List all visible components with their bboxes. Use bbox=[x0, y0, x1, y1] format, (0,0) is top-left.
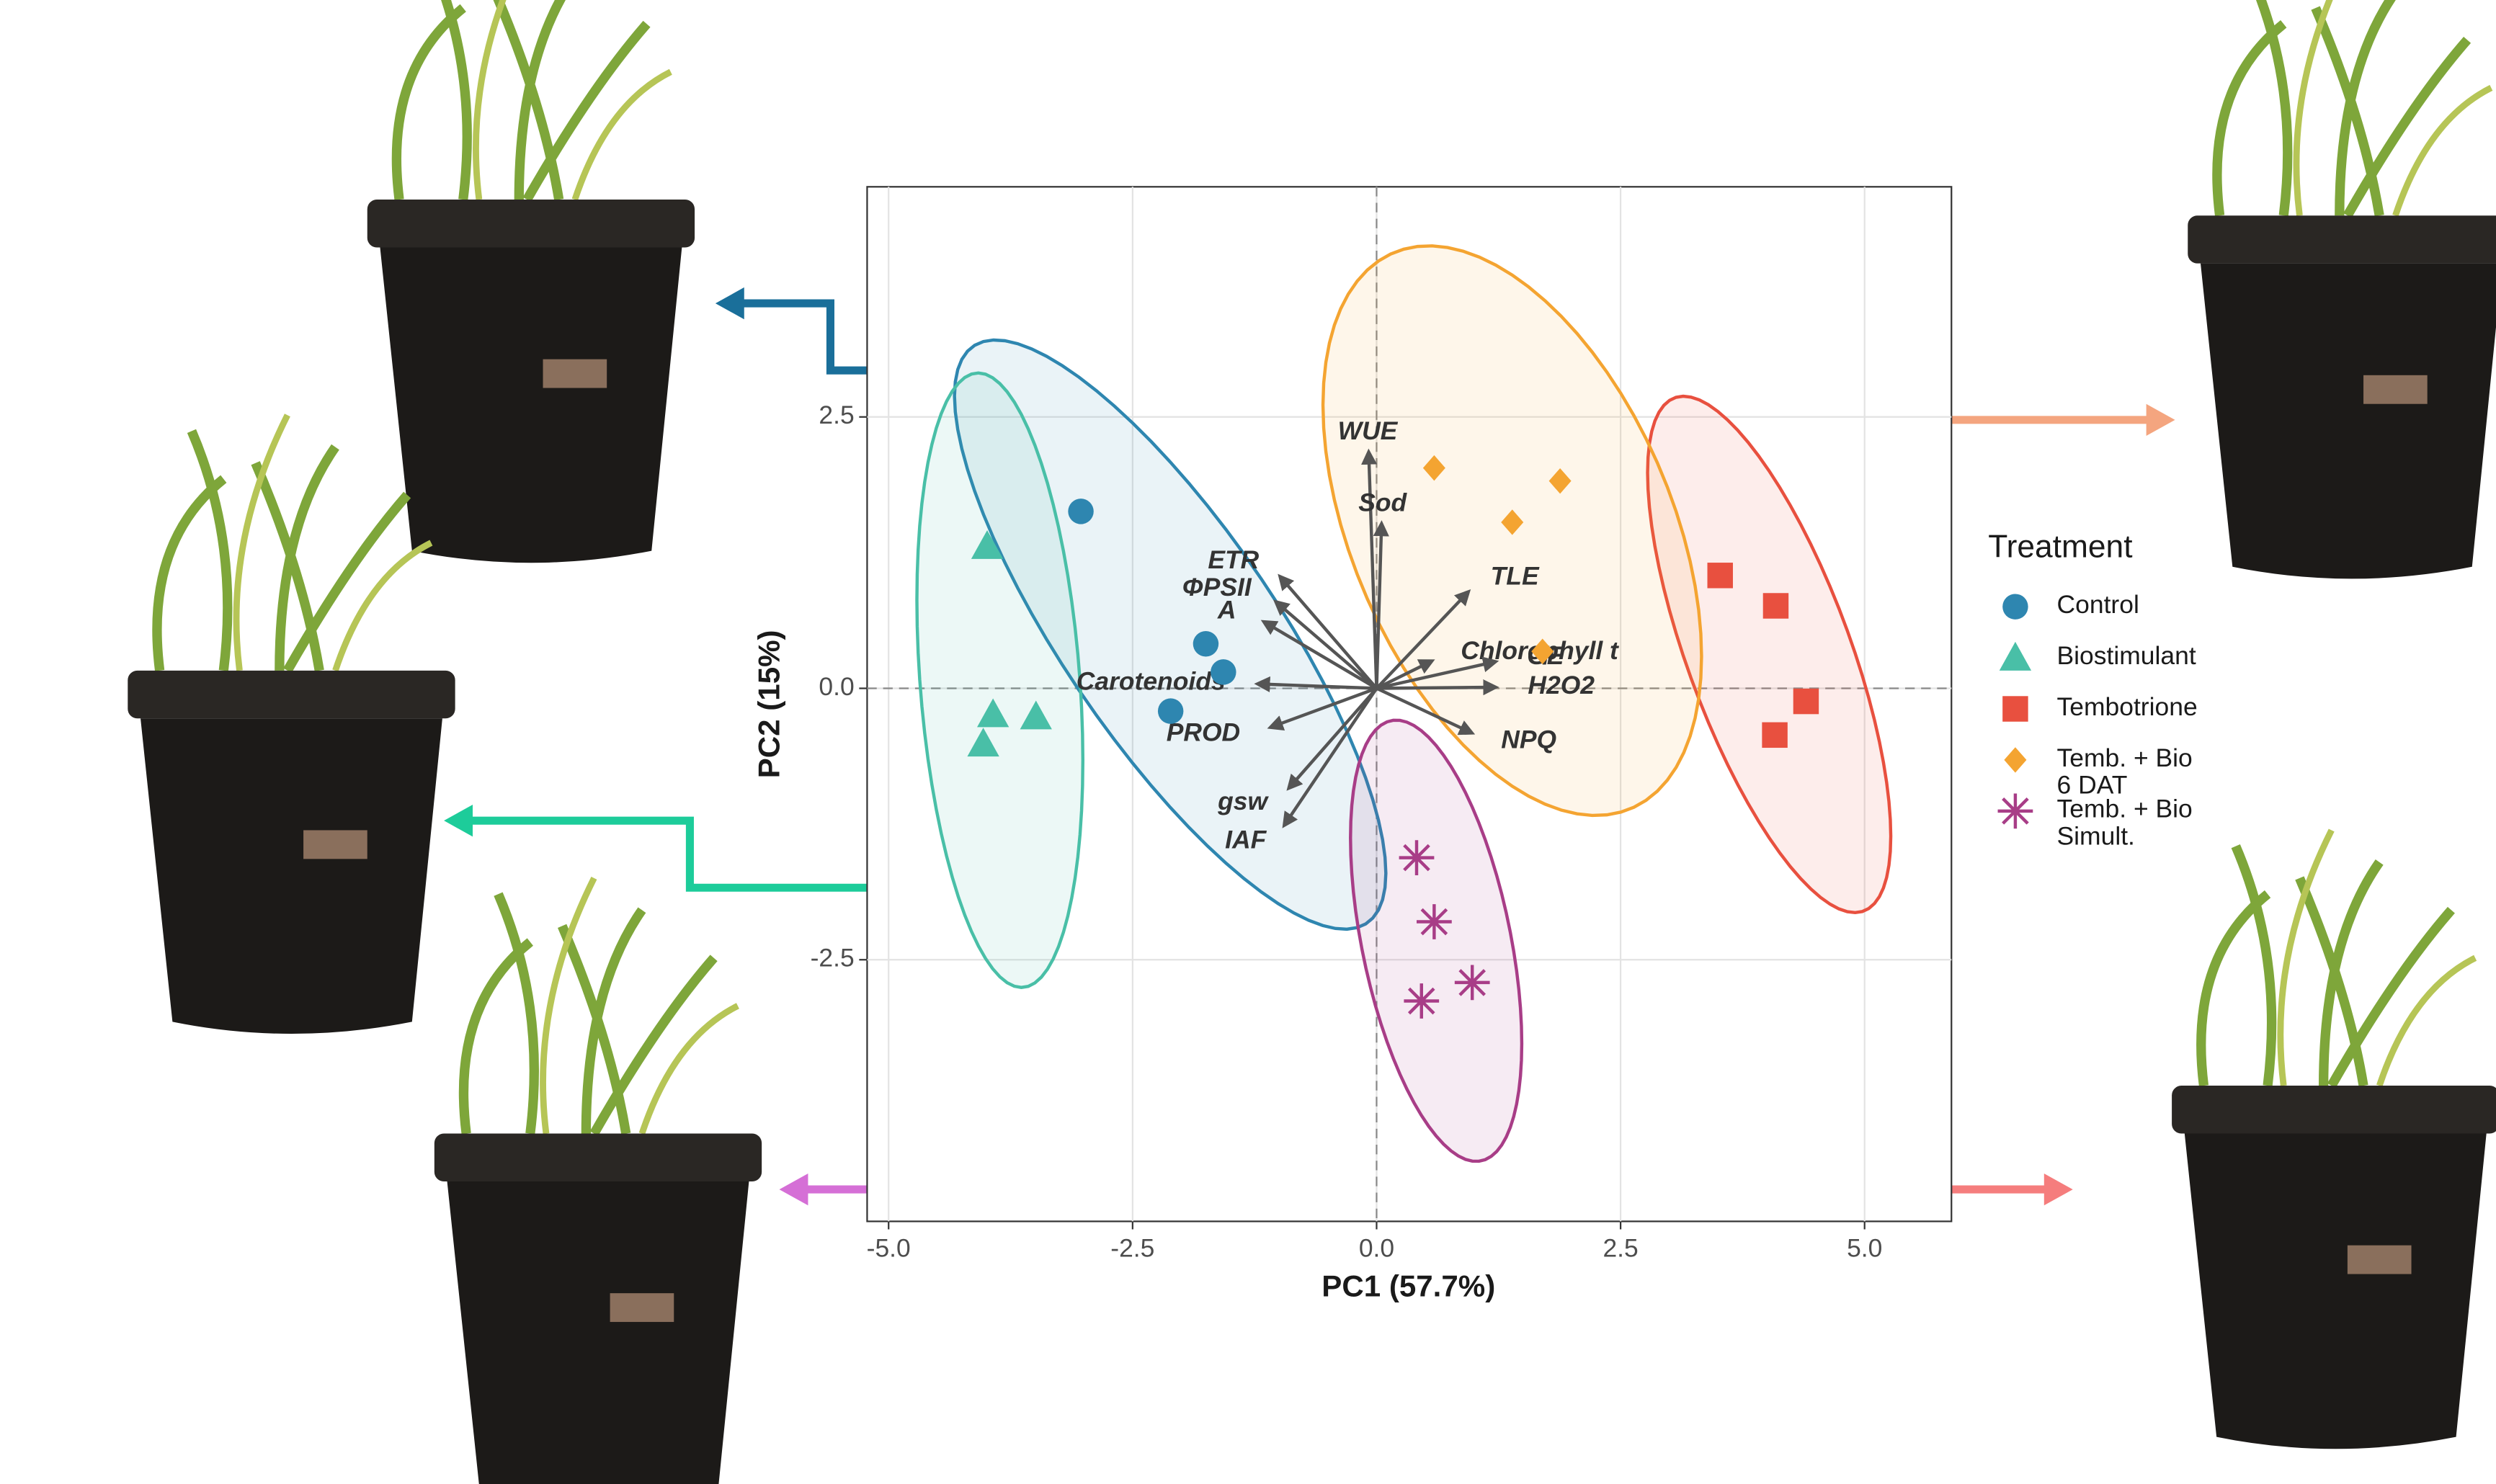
legend-title: Treatment bbox=[1988, 529, 2132, 564]
x-tick-label: 2.5 bbox=[1603, 1234, 1638, 1263]
loading-label: A bbox=[1217, 596, 1236, 625]
loading-arrow bbox=[1375, 589, 1471, 690]
point bbox=[1422, 455, 1445, 481]
loading-arrow bbox=[1282, 687, 1378, 828]
point bbox=[1762, 722, 1788, 748]
loading-arrow bbox=[1373, 520, 1389, 689]
loading-arrow bbox=[1286, 687, 1378, 791]
loading-label: Carotenoids bbox=[1077, 667, 1226, 696]
loading-arrow bbox=[1376, 679, 1499, 696]
loading-arrow bbox=[1376, 659, 1435, 690]
legend-entry: Control bbox=[2056, 592, 2139, 620]
legend-entry: Temb. + Bio Simult. bbox=[2056, 796, 2193, 851]
legend-key bbox=[2004, 747, 2027, 773]
point bbox=[1068, 499, 1094, 524]
point bbox=[1454, 965, 1490, 1001]
legend-entry: Biostimulant bbox=[2056, 643, 2196, 671]
point bbox=[1211, 659, 1236, 685]
loading-arrow bbox=[1376, 687, 1476, 736]
loading-label: NPQ bbox=[1501, 725, 1556, 754]
confidence-ellipse bbox=[915, 371, 1085, 989]
loading-label: ETR bbox=[1208, 545, 1259, 574]
x-axis-title: PC1 (57.7%) bbox=[1321, 1269, 1495, 1303]
loading-arrow bbox=[1272, 599, 1378, 690]
plant-photo bbox=[128, 415, 455, 1034]
legend-entry: Tembotrione bbox=[2056, 694, 2198, 722]
loading-label: WUE bbox=[1338, 416, 1399, 445]
confidence-ellipse bbox=[1646, 394, 1893, 915]
point bbox=[1501, 509, 1524, 535]
loading-arrow bbox=[1278, 573, 1378, 689]
loading-label: Sod bbox=[1358, 488, 1407, 517]
x-tick-label: 0.0 bbox=[1359, 1234, 1394, 1263]
legend-label: Temb. + Bio 6 DAT bbox=[2056, 745, 2193, 800]
legend-key bbox=[1997, 793, 2033, 829]
x-tick-label: 5.0 bbox=[1847, 1234, 1882, 1263]
legend-entry: Temb. + Bio 6 DAT bbox=[2056, 745, 2193, 800]
loading-label: H2O2 bbox=[1528, 671, 1595, 699]
loading-arrow bbox=[1376, 656, 1499, 690]
point bbox=[1417, 904, 1452, 939]
point bbox=[1020, 700, 1052, 730]
point bbox=[1707, 563, 1733, 589]
point bbox=[1793, 688, 1819, 715]
point bbox=[1762, 593, 1789, 619]
x-tick-label: -5.0 bbox=[867, 1234, 911, 1263]
legend-label: Tembotrione bbox=[2056, 694, 2198, 722]
legend-label: Control bbox=[2056, 592, 2139, 620]
legend-label: Temb. + Bio Simult. bbox=[2056, 796, 2193, 851]
loading-label: ΦPSII bbox=[1182, 573, 1252, 602]
point bbox=[976, 698, 1009, 728]
legend-key bbox=[1999, 641, 2032, 671]
y-tick-label: 2.5 bbox=[819, 401, 854, 429]
point bbox=[1193, 630, 1219, 657]
point bbox=[967, 728, 999, 757]
confidence-ellipse bbox=[1349, 718, 1524, 1163]
point bbox=[1404, 983, 1440, 1019]
plant-photo bbox=[2172, 830, 2496, 1449]
legend-key bbox=[2002, 696, 2028, 722]
x-tick-label: -2.5 bbox=[1110, 1234, 1154, 1263]
loading-label: gsw bbox=[1217, 787, 1269, 815]
y-tick-label: 0.0 bbox=[819, 672, 854, 701]
point bbox=[1548, 468, 1572, 494]
plant-photo bbox=[367, 0, 695, 563]
y-axis-title: PC2 (15%) bbox=[752, 630, 786, 778]
point bbox=[1399, 840, 1435, 875]
y-tick-label: -2.5 bbox=[811, 944, 855, 973]
loading-arrow bbox=[1254, 676, 1377, 693]
loading-label: IAF bbox=[1225, 825, 1267, 854]
legend-key bbox=[2002, 594, 2028, 620]
loading-label: PROD bbox=[1167, 718, 1240, 746]
plant-photo bbox=[2188, 0, 2496, 578]
loading-arrow bbox=[1360, 448, 1378, 689]
legend-label: Biostimulant bbox=[2056, 643, 2196, 671]
point bbox=[971, 529, 1004, 559]
loading-arrow bbox=[1267, 687, 1378, 731]
loading-arrow bbox=[1260, 620, 1378, 690]
loading-label: TLE bbox=[1491, 561, 1540, 590]
point bbox=[1157, 698, 1184, 724]
plant-photo bbox=[434, 878, 762, 1484]
